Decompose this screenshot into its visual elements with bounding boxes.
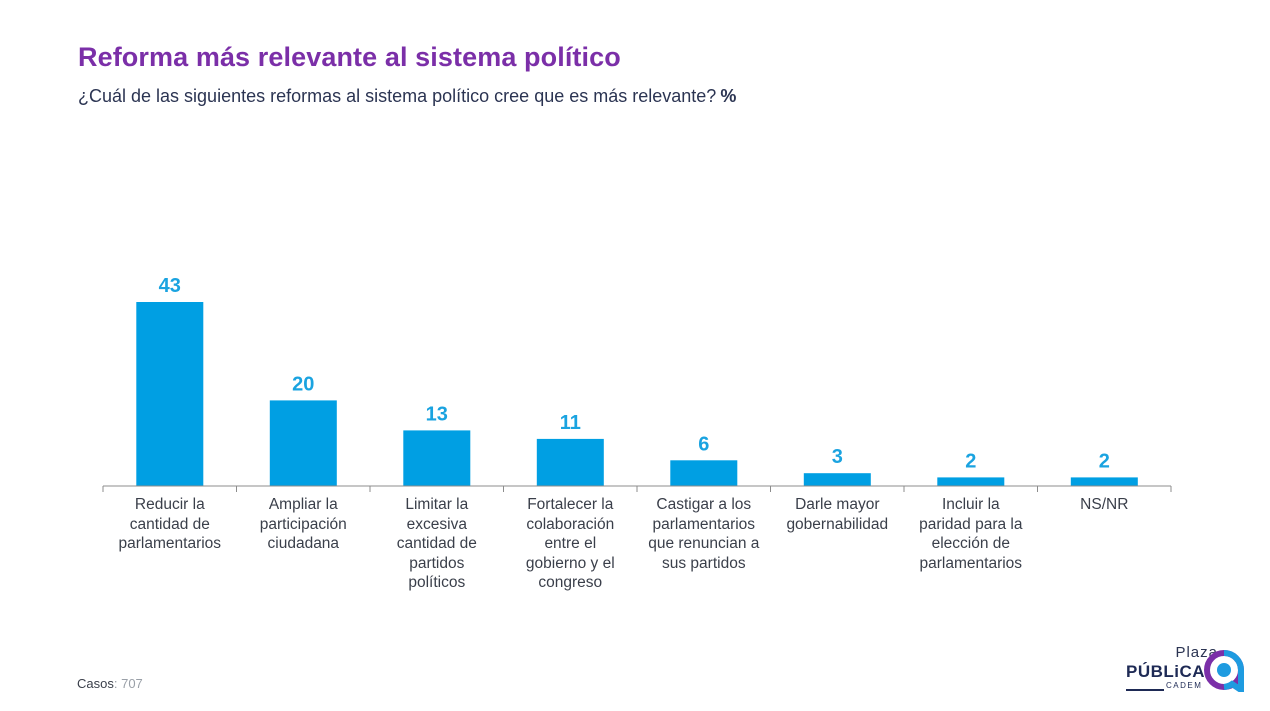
bars-group	[136, 302, 1138, 486]
bar-4	[536, 438, 604, 486]
bar-8	[1070, 477, 1138, 486]
value-label-1: 43	[159, 275, 181, 297]
x-axis-ticks	[102, 486, 1172, 492]
value-label-4: 11	[560, 412, 581, 434]
subtitle-question: ¿Cuál de las siguientes reformas al sist…	[78, 86, 717, 106]
category-label-4: Fortalecer la colaboración entre el gobiern…	[525, 496, 615, 592]
value-label-7: 2	[965, 450, 976, 472]
logo-mark-icon	[1204, 650, 1244, 692]
chart-subtitle: ¿Cuál de las siguientes reformas al sist…	[78, 86, 736, 107]
sample-size-note: Casos: 707	[77, 676, 143, 691]
plaza-publica-logo: Plaza PÚBLiCA CADEM	[1122, 644, 1248, 694]
bar-5	[670, 460, 738, 486]
category-label-8: NS/NR	[1080, 496, 1129, 513]
bar-6	[803, 473, 871, 486]
logo-text-cadem: CADEM	[1166, 681, 1203, 690]
category-label-6: Darle mayor gobernabilidad	[786, 496, 889, 533]
unit-label: %	[720, 86, 737, 106]
logo-text-plaza: Plaza	[1175, 644, 1218, 661]
bar-2	[269, 400, 337, 486]
value-label-5: 6	[698, 433, 709, 455]
value-label-6: 3	[832, 446, 843, 468]
category-label-1: Reducir la cantidad de parlamentarios	[118, 496, 222, 553]
chart-title: Reforma más relevante al sistema polític…	[78, 42, 621, 72]
category-label-3: Limitar la excesiva cantidad de partidos pol…	[396, 496, 477, 592]
value-label-2: 20	[292, 373, 314, 395]
casos-value: : 707	[113, 676, 143, 691]
category-label-7: Incluir la paridad para la elección de parl…	[919, 496, 1023, 572]
logo-text-publica: PÚBLiCA	[1126, 662, 1206, 681]
value-label-8: 2	[1099, 450, 1110, 472]
value-label-3: 13	[426, 403, 448, 425]
bar-1	[136, 302, 204, 486]
category-label-2: Ampliar la participación ciudadana	[259, 496, 347, 553]
casos-label: Casos	[77, 676, 114, 691]
bar-3	[403, 430, 471, 486]
bar-7	[937, 477, 1005, 486]
value-labels-group: 43 20 13 11 6 3 2 2	[159, 275, 1110, 472]
logo-underline	[1126, 689, 1164, 691]
category-label-5: Castigar a los parlamentarios que renuncia…	[648, 496, 760, 572]
